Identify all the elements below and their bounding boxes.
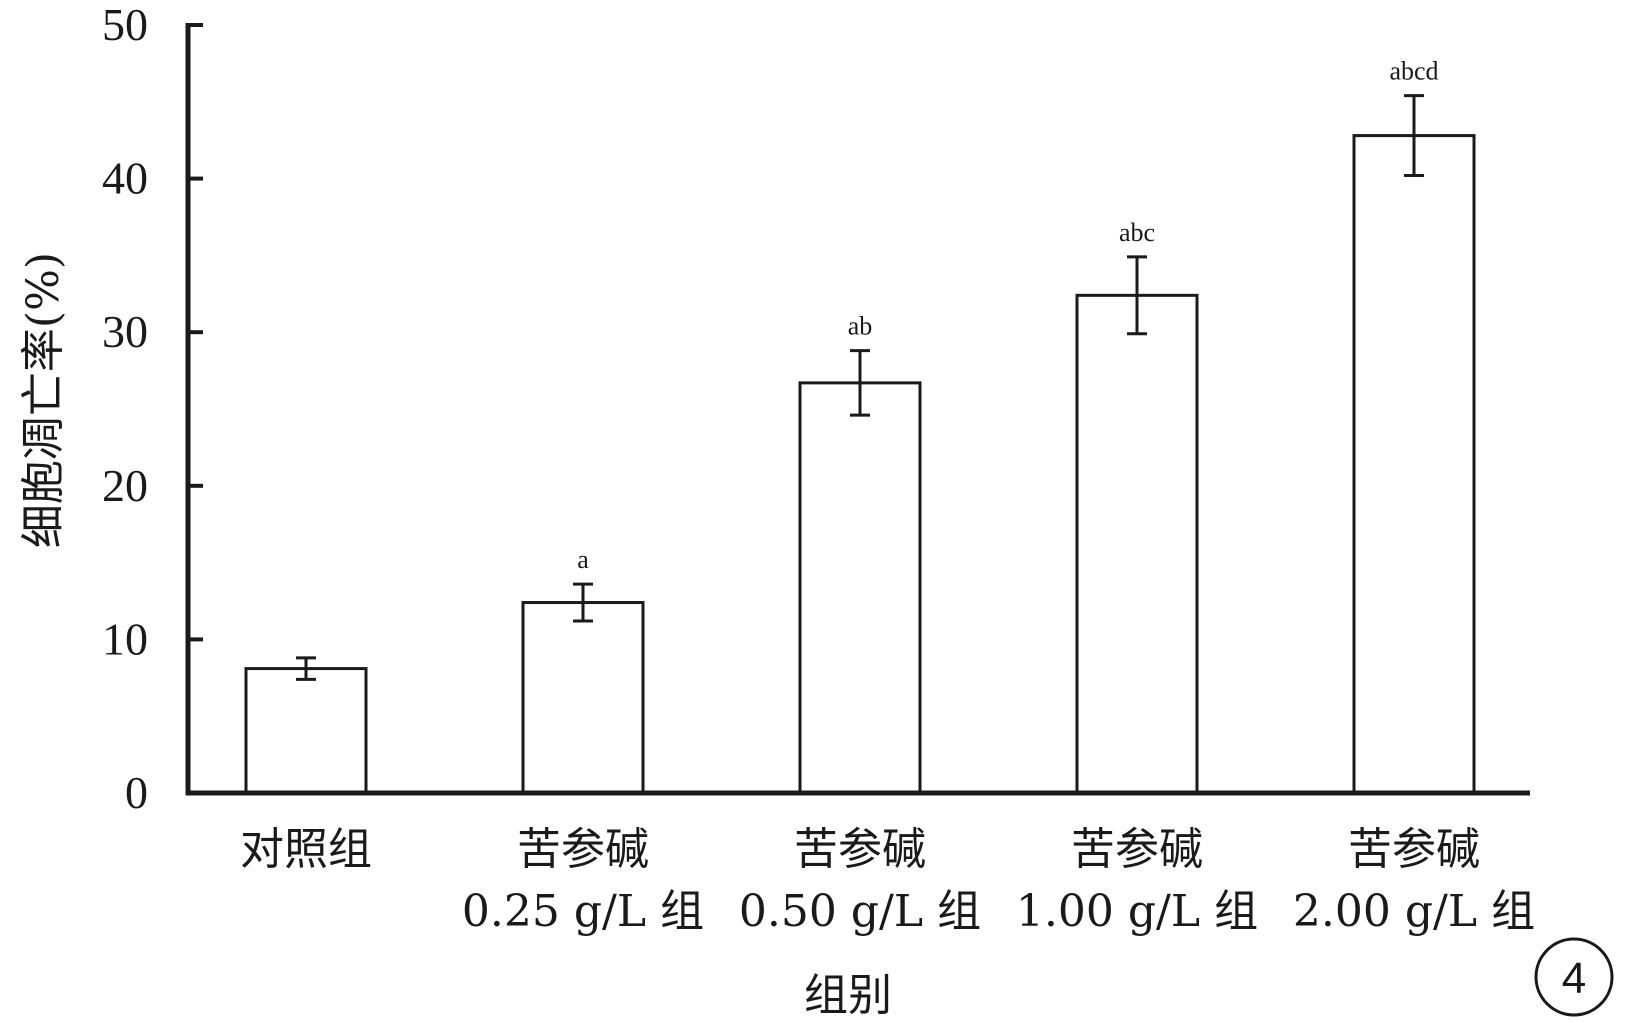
y-tick-label: 0 bbox=[125, 767, 148, 818]
bar bbox=[521, 601, 645, 795]
panel-label: 4 bbox=[1562, 954, 1586, 1003]
x-tick-label: 2.00 g/L 组 bbox=[1293, 886, 1535, 937]
y-axis-title: 细胞凋亡率(%) bbox=[18, 252, 69, 548]
x-tick-label: 0.50 g/L 组 bbox=[739, 886, 981, 937]
panel-label-badge: 4 bbox=[1534, 937, 1614, 1017]
significance-label: ab bbox=[848, 312, 873, 341]
panel-label-circle bbox=[1534, 937, 1614, 1017]
y-tick-label: 30 bbox=[102, 306, 148, 357]
x-axis-title: 组别 bbox=[804, 970, 892, 1021]
significance-label: abcd bbox=[1389, 57, 1438, 86]
bars-layer bbox=[244, 94, 1476, 795]
x-tick-label: 苦参碱 bbox=[1348, 824, 1480, 875]
significance-label: a bbox=[577, 545, 589, 574]
x-tick-label: 对照组 bbox=[240, 824, 372, 875]
x-tick-label: 1.00 g/L 组 bbox=[1016, 886, 1258, 937]
y-tick-label: 10 bbox=[102, 613, 148, 664]
bar bbox=[1075, 293, 1199, 795]
labels-layer: 0 10 20 30 40 50 对照组 a 苦参碱 0.25 g/L 组 ab 苦参碱 0.50 g/… bbox=[102, 0, 1535, 937]
x-tick-label: 苦参碱 bbox=[517, 824, 649, 875]
bar bbox=[1352, 134, 1476, 795]
y-tick-label: 20 bbox=[102, 460, 148, 511]
significance-label: abc bbox=[1119, 218, 1155, 247]
y-tick-label: 40 bbox=[102, 153, 148, 204]
y-tick-label: 50 bbox=[102, 0, 148, 50]
x-tick-label: 0.25 g/L 组 bbox=[462, 886, 704, 937]
bar bbox=[798, 381, 922, 795]
axes-layer bbox=[185, 23, 1530, 796]
x-tick-label: 苦参碱 bbox=[1071, 824, 1203, 875]
x-tick-label: 苦参碱 bbox=[794, 824, 926, 875]
bar bbox=[244, 667, 368, 795]
